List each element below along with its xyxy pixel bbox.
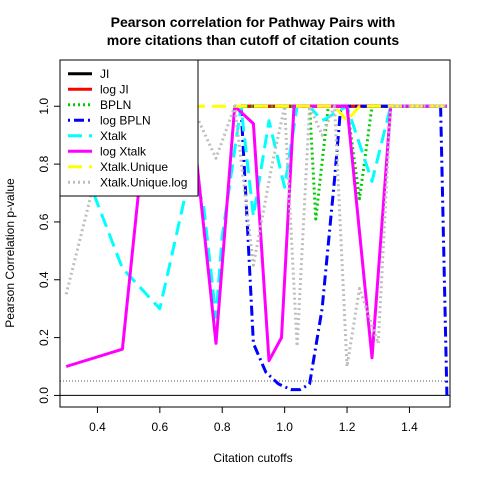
y-tick-label: 0.6 [37, 213, 51, 230]
y-tick-label: 0.8 [37, 155, 51, 172]
y-tick-label: 1.0 [37, 98, 51, 115]
y-axis-label: Pearson Correlation p-value [3, 178, 17, 328]
x-tick-label: 0.4 [89, 420, 106, 434]
x-tick-label: 0.8 [214, 420, 231, 434]
x-tick-label: 1.0 [276, 420, 293, 434]
legend-label: JI [100, 67, 109, 81]
axes-layer: 0.4 0.6 0.8 1.0 1.2 1.4 0.0 0.2 0.4 0.6 0.8 1.0 [37, 98, 418, 434]
x-tick-label: 1.2 [339, 420, 356, 434]
legend-label: Xtalk.Unique [100, 160, 168, 174]
y-tick-label: 0.4 [37, 271, 51, 288]
x-tick-label: 1.4 [401, 420, 418, 434]
legend-label: BPLN [100, 98, 131, 112]
legend-label: log JI [100, 82, 129, 96]
chart-title-line-2: more citations than cutoff of citation c… [107, 32, 400, 48]
legend-label: Xtalk.Unique.log [100, 175, 187, 189]
series-line-xtalk-unique [191, 104, 447, 123]
y-tick-label: 0.0 [37, 387, 51, 404]
series-line-log-bpln [234, 104, 449, 396]
chart-title-line-1: Pearson correlation for Pathway Pairs wi… [111, 14, 396, 30]
legend-label: Xtalk [100, 129, 128, 143]
legend-label: log BPLN [100, 113, 151, 127]
legend-box [59, 59, 199, 197]
x-tick-label: 0.6 [151, 420, 168, 434]
x-axis-label: Citation cutoffs [213, 451, 292, 465]
legend-label: log Xtalk [100, 144, 147, 158]
y-tick-label: 0.2 [37, 329, 51, 346]
